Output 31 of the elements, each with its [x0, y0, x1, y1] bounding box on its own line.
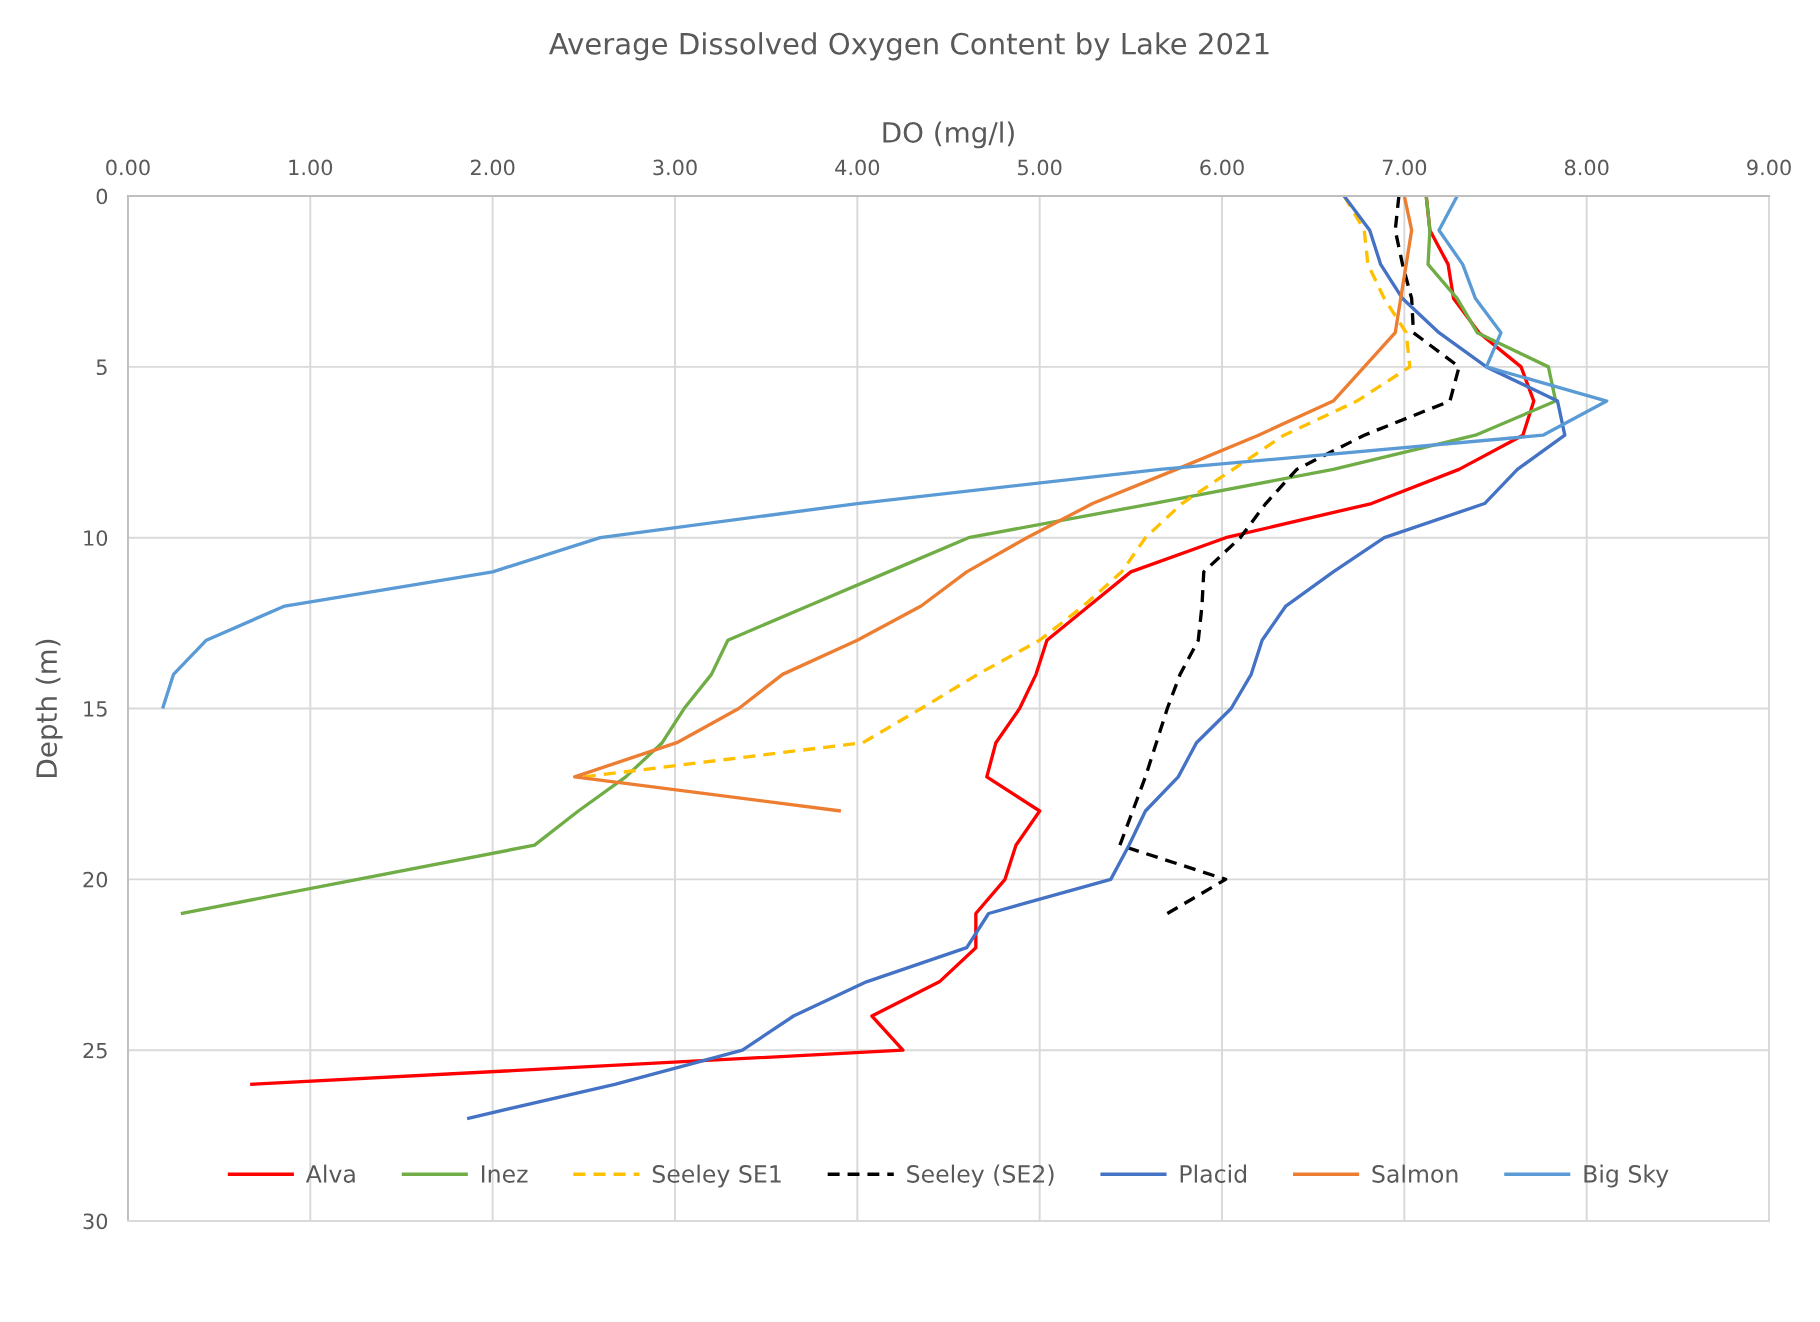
legend-label: Salmon: [1372, 1164, 1458, 1183]
y-tick-label: 5: [96, 359, 107, 376]
x-tick-label: 3.00: [653, 159, 697, 176]
x-tick-label: 5.00: [1018, 159, 1062, 176]
legend-label: Seeley SE1: [652, 1164, 781, 1188]
x-axis-title: DO (mg/l): [883, 121, 1014, 149]
x-tick-label: 2.00: [470, 159, 515, 176]
x-tick-label: 1.00: [289, 159, 333, 176]
y-tick-label: 30: [83, 1213, 108, 1230]
x-tick-label: 7.00: [1382, 159, 1427, 176]
y-axis-title: Depth (m): [35, 639, 63, 777]
legend-label: Alva: [305, 1164, 355, 1183]
x-tick-label: 8.00: [1564, 159, 1609, 176]
y-tick-label: 10: [84, 530, 108, 546]
legend-label: Big Sky: [1584, 1164, 1669, 1188]
chart-title: Average Dissolved Oxygen Content by Lake 2021: [549, 32, 1269, 61]
y-tick-label: 25: [83, 1042, 107, 1059]
x-tick-label: 6.00: [1200, 159, 1244, 176]
legend-label: Seeley (SE2): [907, 1164, 1054, 1188]
y-tick-label: 20: [83, 871, 108, 888]
line-series: [179, 196, 1558, 916]
line-series: [160, 196, 1609, 711]
line-series: [465, 196, 1567, 1121]
line-series: [1118, 196, 1461, 916]
legend-label: Placid: [1180, 1164, 1247, 1183]
x-tick-label: 9.00: [1747, 159, 1791, 176]
y-tick-label: 15: [84, 701, 107, 717]
legend-label: Inez: [481, 1165, 528, 1183]
x-tick-label: 0.00: [106, 159, 150, 176]
x-tick-label: 4.00: [835, 159, 880, 176]
y-tick-label: 0: [96, 188, 108, 205]
